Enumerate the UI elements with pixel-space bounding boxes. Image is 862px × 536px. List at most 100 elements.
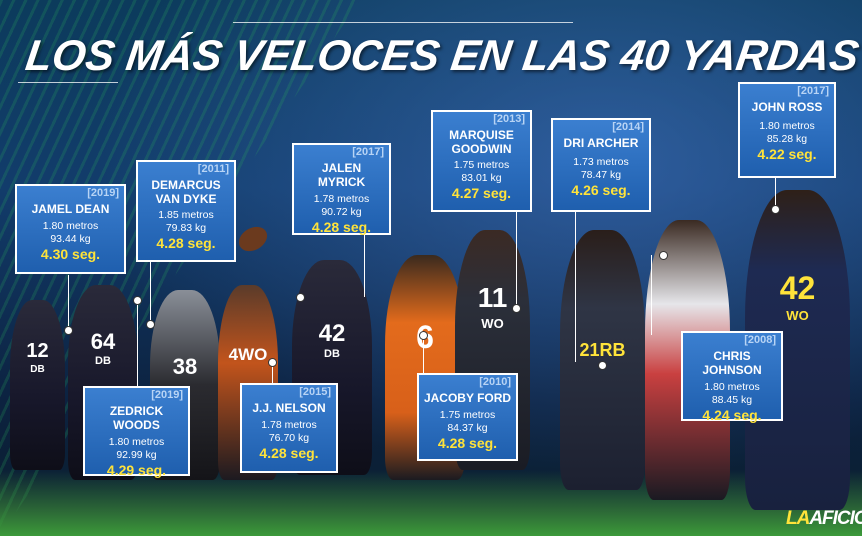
jersey-number: 11 xyxy=(477,282,508,313)
player-card-johnson: [2008] CHRIS JOHNSON 1.80 metros 88.45 k… xyxy=(681,331,783,423)
leader-line-ross xyxy=(775,178,776,208)
page-title: LOS MÁS VELOCES EN LAS 40 YARDAS xyxy=(22,32,862,80)
player-weight: 93.44 kg xyxy=(50,233,91,245)
player-weight: 76.70 kg xyxy=(268,432,310,444)
leader-line-nelson xyxy=(272,362,273,384)
title-rule-bottom xyxy=(18,82,118,83)
leader-line-archer xyxy=(575,212,576,362)
player-weight: 90.72 kg xyxy=(321,206,362,218)
brand-logo-name: AFICIÓN. xyxy=(809,508,862,529)
title-rule-top xyxy=(233,22,573,23)
draft-year: [2017] xyxy=(352,146,384,158)
jersey-position: WO xyxy=(786,308,809,323)
dot-marker-dean xyxy=(64,326,73,335)
brand-logo-prefix: LA xyxy=(786,508,810,529)
leader-line-woods xyxy=(137,300,138,390)
player-time: 4.22 seg. xyxy=(757,146,817,162)
player-time: 4.30 seg. xyxy=(40,246,101,262)
player-card-dean: [2019] JAMEL DEAN 1.80 metros 93.44 kg 4… xyxy=(15,184,126,274)
title-banner: LOS MÁS VELOCES EN LAS 40 YARDAS xyxy=(18,22,862,84)
player-card-van-dyke: [2011] DEMARCUS VAN DYKE 1.85 metros 79.… xyxy=(136,160,236,262)
player-card-archer: [2014] DRI ARCHER 1.73 metros 78.47 kg 4… xyxy=(551,118,651,212)
draft-year: [2010] xyxy=(479,376,511,388)
player-weight: 88.45 kg xyxy=(711,394,753,406)
draft-year: [2017] xyxy=(797,85,829,97)
player-name: J.J. NELSON xyxy=(252,401,326,415)
draft-year: [2013] xyxy=(493,113,525,125)
dot-marker-goodwin xyxy=(512,304,521,313)
player-card-myrick: [2017] JALEN MYRICK 1.78 metros 90.72 kg… xyxy=(292,143,391,235)
player-height: 1.80 metros xyxy=(42,220,99,232)
player-height: 1.85 metros xyxy=(158,209,214,221)
leader-line-dean xyxy=(68,275,69,330)
player-card-ross: [2017] JOHN ROSS 1.80 metros 85.28 kg 4.… xyxy=(738,82,836,178)
player-weight: 78.47 kg xyxy=(580,169,622,181)
player-height: 1.73 metros xyxy=(573,156,629,168)
player-time: 4.26 seg. xyxy=(571,182,631,198)
player-time: 4.28 seg. xyxy=(259,445,319,461)
draft-year: [2019] xyxy=(151,389,183,401)
player-time: 4.28 seg. xyxy=(156,235,216,251)
player-name: DRI ARCHER xyxy=(563,136,639,150)
jersey-number: 42 xyxy=(318,320,346,347)
dot-marker-ross xyxy=(771,205,780,214)
player-weight: 79.83 kg xyxy=(165,222,207,234)
draft-year: [2015] xyxy=(299,386,331,398)
player-height: 1.80 metros xyxy=(759,120,815,132)
player-weight: 83.01 kg xyxy=(461,172,502,184)
leader-line-ford xyxy=(423,335,424,373)
draft-year: [2014] xyxy=(612,121,644,133)
jersey-number: 42 xyxy=(779,270,816,306)
player-name: CHRIS JOHNSON xyxy=(702,349,762,377)
player-time: 4.28 seg. xyxy=(311,219,372,235)
player-card-nelson: [2015] J.J. NELSON 1.78 metros 76.70 kg … xyxy=(240,383,338,473)
player-name: JOHN ROSS xyxy=(751,100,823,114)
player-name: JAMEL DEAN xyxy=(31,202,110,216)
leader-line-johnson xyxy=(651,255,652,335)
dot-marker-van-dyke xyxy=(146,320,155,329)
jersey-position: DB xyxy=(95,355,111,367)
dot-marker-archer xyxy=(598,361,607,370)
player-height: 1.78 metros xyxy=(313,193,370,205)
player-name-line-1: DEMARCUS xyxy=(151,178,221,192)
player-silhouette-archer: 21RB xyxy=(560,230,645,490)
player-name-line-2: VAN DYKE xyxy=(155,192,217,206)
jersey-number: 4WO xyxy=(228,345,268,364)
jersey-number: 64 xyxy=(90,329,116,354)
jersey-position: DB xyxy=(30,364,45,375)
dot-marker-johnson xyxy=(659,251,668,260)
leader-line-goodwin xyxy=(516,212,517,307)
dot-marker-myrick xyxy=(296,293,305,302)
player-weight: 92.99 kg xyxy=(116,449,157,461)
jersey-position: DB xyxy=(324,348,340,360)
player-name: JALEN MYRICK xyxy=(317,161,366,189)
leader-line-myrick xyxy=(364,235,365,297)
dot-marker-woods xyxy=(133,296,142,305)
player-name: ZEDRICK WOODS xyxy=(109,404,164,432)
player-weight: 85.28 kg xyxy=(766,133,808,145)
player-height: 1.78 metros xyxy=(261,419,317,431)
brand-logo: LAAFICIÓN. xyxy=(786,508,862,530)
player-card-ford: [2010] JACOBY FORD 1.75 metros 84.37 kg … xyxy=(417,373,518,461)
player-name-line-1: MARQUISE xyxy=(449,128,514,142)
dot-marker-ford xyxy=(419,331,428,340)
player-name-line-2: GOODWIN xyxy=(451,142,512,156)
player-height: 1.75 metros xyxy=(439,409,496,421)
player-silhouette-dean: 12 DB xyxy=(10,300,65,470)
draft-year: [2019] xyxy=(87,187,119,199)
player-time: 4.28 seg. xyxy=(437,435,498,451)
jersey-number: 38 xyxy=(172,354,198,379)
jersey-position: WO xyxy=(481,316,504,331)
player-card-woods: [2019] ZEDRICK WOODS 1.80 metros 92.99 k… xyxy=(83,386,190,478)
player-height: 1.80 metros xyxy=(704,381,760,393)
player-height: 1.75 metros xyxy=(453,159,510,171)
player-time: 4.29 seg. xyxy=(106,462,167,478)
draft-year: [2011] xyxy=(197,163,229,175)
jersey-number: 21RB xyxy=(579,340,626,360)
player-time: 4.24 seg. xyxy=(702,407,762,423)
player-height: 1.80 metros xyxy=(108,436,165,448)
player-card-goodwin: [2013] MARQUISE GOODWIN 1.75 metros 83.0… xyxy=(431,110,532,212)
player-weight: 84.37 kg xyxy=(447,422,488,434)
leader-line-van-dyke xyxy=(150,262,151,324)
draft-year: [2008] xyxy=(744,334,776,346)
